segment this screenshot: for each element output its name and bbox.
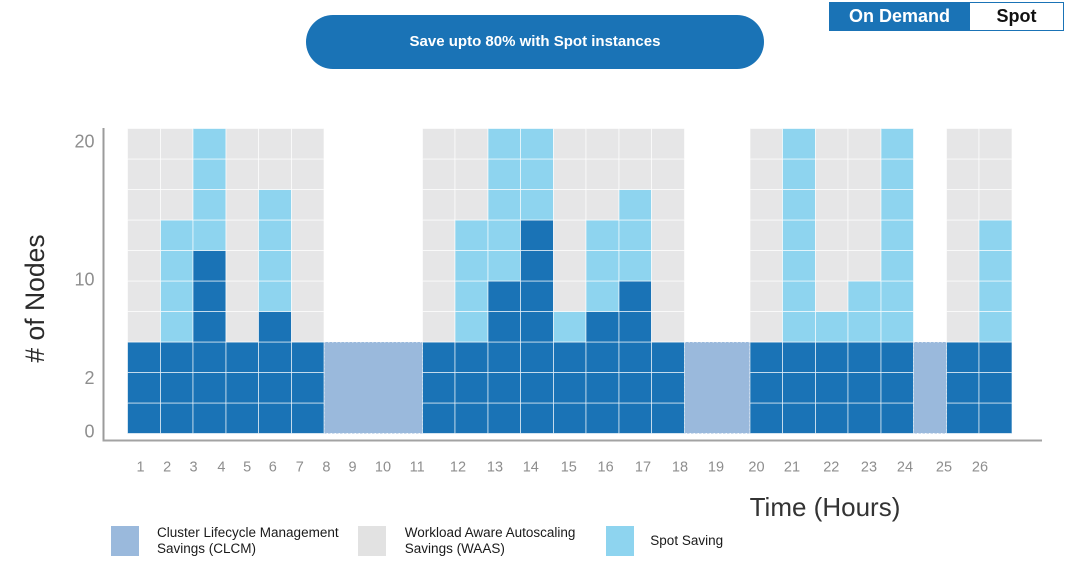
svg-text:8: 8	[322, 460, 330, 476]
svg-text:9: 9	[348, 460, 356, 476]
svg-text:# of Nodes: # of Nodes	[20, 234, 50, 362]
svg-text:1: 1	[137, 460, 145, 476]
svg-text:3: 3	[189, 460, 197, 476]
svg-text:19: 19	[708, 460, 724, 476]
svg-text:6: 6	[269, 460, 277, 476]
svg-text:2: 2	[163, 460, 171, 476]
svg-text:26: 26	[972, 460, 988, 476]
svg-text:18: 18	[672, 460, 688, 476]
svg-text:23: 23	[861, 460, 877, 476]
svg-text:15: 15	[561, 460, 577, 476]
svg-text:10: 10	[375, 460, 391, 476]
svg-text:14: 14	[523, 460, 539, 476]
svg-text:Time (Hours): Time (Hours)	[750, 492, 901, 522]
svg-text:12: 12	[450, 460, 466, 476]
svg-text:13: 13	[487, 460, 503, 476]
svg-text:16: 16	[598, 460, 614, 476]
svg-text:5: 5	[243, 460, 251, 476]
svg-text:7: 7	[296, 460, 304, 476]
svg-text:20: 20	[748, 460, 764, 476]
svg-text:20: 20	[74, 131, 94, 151]
svg-text:22: 22	[823, 460, 839, 476]
svg-text:0: 0	[84, 421, 94, 441]
svg-text:25: 25	[936, 460, 952, 476]
svg-text:11: 11	[410, 460, 425, 476]
svg-text:24: 24	[897, 460, 913, 476]
svg-text:21: 21	[784, 460, 800, 476]
svg-text:10: 10	[74, 269, 94, 289]
svg-text:2: 2	[84, 368, 94, 388]
svg-text:4: 4	[217, 460, 225, 476]
svg-text:17: 17	[635, 460, 651, 476]
